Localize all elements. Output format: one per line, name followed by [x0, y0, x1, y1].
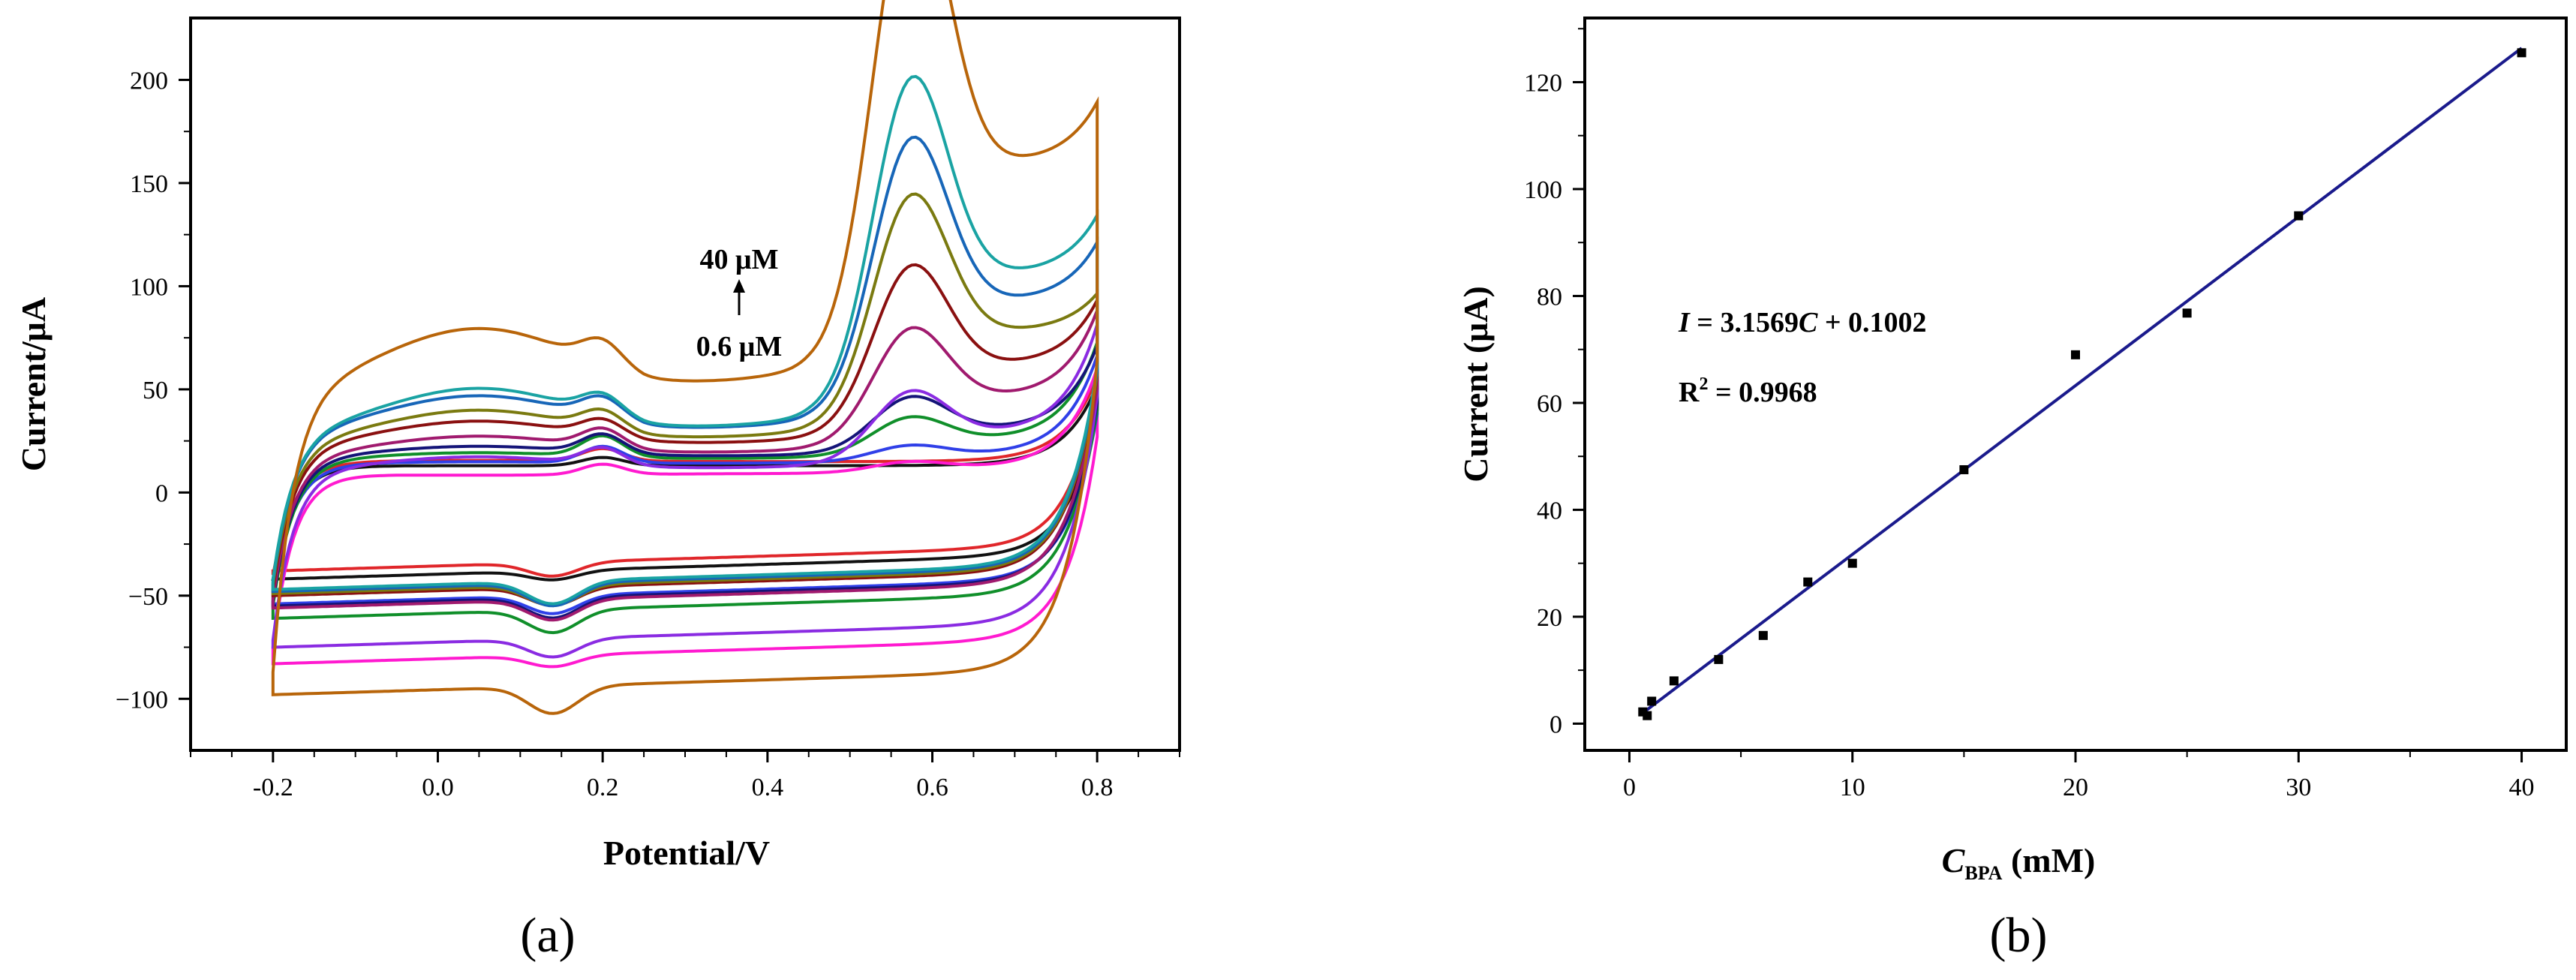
- data-point: [1714, 654, 1724, 664]
- panel-b-axes: 0 10 20 30 40 0 20 40 60 80 100 120: [1524, 28, 2535, 801]
- r-squared-superscript: 2: [1699, 374, 1708, 394]
- panel-b-label: (b): [1990, 908, 2048, 963]
- panel-a: -0.2 0.0 0.2 0.4 0.6 0.8 −100 −50 0 50 100 150 200 C…: [14, 0, 1181, 963]
- r-squared-label: R: [1679, 377, 1700, 408]
- r-squared: R2 = 0.9968: [1679, 374, 1817, 408]
- panel-a-xtick-label: 0.2: [587, 774, 619, 801]
- panel-a-ylabel: Current/μA: [14, 297, 53, 471]
- panel-a-axes: -0.2 0.0 0.2 0.4 0.6 0.8 −100 −50 0 50 100 150 200: [116, 67, 1180, 801]
- data-point: [1758, 630, 1768, 640]
- fit-equation: I = 3.1569C + 0.1002: [1678, 307, 1926, 338]
- panel-b-ytick-label: 100: [1524, 176, 1562, 204]
- panel-a-label: (a): [520, 908, 575, 963]
- panel-b-xtick-label: 10: [1840, 774, 1865, 801]
- concentration-arrow: [733, 279, 745, 315]
- panel-a-ytick-label: 200: [130, 67, 168, 95]
- data-point: [2294, 211, 2304, 221]
- panel-a-ytick-label: −100: [116, 686, 168, 714]
- data-point: [1669, 676, 1679, 686]
- panel-a-curves: [271, 0, 1099, 715]
- data-point: [2182, 308, 2192, 318]
- cv-curve: [271, 0, 1099, 715]
- panel-a-frame: [189, 17, 1181, 752]
- equation-current-symbol: I: [1678, 307, 1691, 338]
- data-point: [1803, 577, 1813, 587]
- fit-line: [1642, 47, 2523, 714]
- panel-a-ytick-label: −50: [128, 583, 168, 611]
- cv-curve: [271, 368, 1099, 669]
- panel-b-ylabel: Current (μA): [1456, 286, 1495, 482]
- panel-b-xtick-label: 40: [2509, 774, 2535, 801]
- data-point: [1959, 464, 1969, 474]
- equation-concentration-symbol: C: [1799, 307, 1818, 338]
- panel-a-xtick-label: 0.8: [1081, 774, 1114, 801]
- annotation-bottom-concentration: 0.6 μM: [696, 331, 782, 362]
- panel-a-ytick-label: 150: [130, 170, 168, 198]
- panel-b-ytick-label: 20: [1537, 604, 1562, 632]
- panel-b-ytick-label: 80: [1537, 283, 1562, 311]
- cv-curve: [271, 309, 1099, 622]
- data-point: [1647, 696, 1657, 706]
- panel-a-xlabel: Potential/V: [603, 834, 770, 872]
- panel-a-xtick-label: 0.0: [422, 774, 454, 801]
- panel-b-xtick-label: 20: [2063, 774, 2088, 801]
- panel-a-xtick-label: -0.2: [253, 774, 293, 801]
- panel-b-xlabel: CBPA (mM): [1942, 841, 2096, 884]
- data-point: [2071, 350, 2080, 359]
- xlabel-unit: (mM): [2002, 841, 2095, 879]
- data-point: [2517, 48, 2526, 58]
- panel-b-ytick-label: 0: [1550, 711, 1562, 738]
- equation-slope: = 3.1569: [1690, 307, 1799, 338]
- panel-b-frame: [1583, 17, 2568, 752]
- panel-a-xtick-label: 0.6: [916, 774, 948, 801]
- panel-b-ytick-label: 60: [1537, 390, 1562, 418]
- equation-intercept: + 0.1002: [1817, 307, 1926, 338]
- cv-curve: [271, 263, 1099, 607]
- panel-a-xtick-label: 0.4: [752, 774, 784, 801]
- panel-a-ytick-label: 0: [155, 479, 168, 507]
- panel-b-xtick-label: 30: [2286, 774, 2311, 801]
- xlabel-variable: C: [1942, 841, 1966, 879]
- xlabel-subscript: BPA: [1964, 862, 2002, 884]
- annotation-top-concentration: 40 μM: [700, 244, 779, 275]
- data-point: [1847, 558, 1857, 568]
- data-point: [1643, 711, 1652, 720]
- panel-b-xtick-label: 0: [1623, 774, 1636, 801]
- panel-b-plot: [1638, 47, 2526, 720]
- panel-a-ytick-label: 100: [130, 273, 168, 301]
- panel-b-ytick-label: 40: [1537, 497, 1562, 525]
- cv-curve: [271, 384, 1099, 582]
- r-squared-value: = 0.9968: [1708, 377, 1817, 408]
- cv-curve: [271, 135, 1099, 608]
- cv-curve: [271, 192, 1099, 608]
- panel-b-ytick-label: 120: [1524, 69, 1562, 97]
- panel-a-ytick-label: 50: [143, 377, 168, 404]
